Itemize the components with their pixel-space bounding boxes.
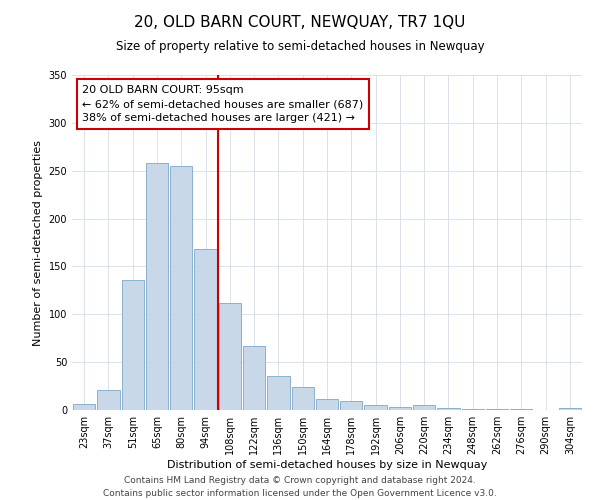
Bar [510,409,532,410]
Text: 20, OLD BARN COURT, NEWQUAY, TR7 1QU: 20, OLD BARN COURT, NEWQUAY, TR7 1QU [134,15,466,30]
Bar [122,280,144,410]
Bar [316,398,338,410]
Bar [437,408,460,410]
Bar [413,405,436,410]
Bar [559,408,581,410]
Bar [364,405,387,410]
Text: Contains HM Land Registry data © Crown copyright and database right 2024.
Contai: Contains HM Land Registry data © Crown c… [103,476,497,498]
Bar [340,402,362,410]
Bar [218,303,241,410]
Bar [292,387,314,410]
Bar [389,407,411,410]
Text: Size of property relative to semi-detached houses in Newquay: Size of property relative to semi-detach… [116,40,484,53]
X-axis label: Distribution of semi-detached houses by size in Newquay: Distribution of semi-detached houses by … [167,460,487,470]
Bar [461,409,484,410]
Bar [73,404,95,410]
Text: 20 OLD BARN COURT: 95sqm
← 62% of semi-detached houses are smaller (687)
38% of : 20 OLD BARN COURT: 95sqm ← 62% of semi-d… [82,85,364,123]
Bar [146,163,168,410]
Bar [486,409,508,410]
Bar [267,376,290,410]
Bar [194,249,217,410]
Bar [243,346,265,410]
Bar [97,390,119,410]
Y-axis label: Number of semi-detached properties: Number of semi-detached properties [33,140,43,346]
Bar [170,166,193,410]
